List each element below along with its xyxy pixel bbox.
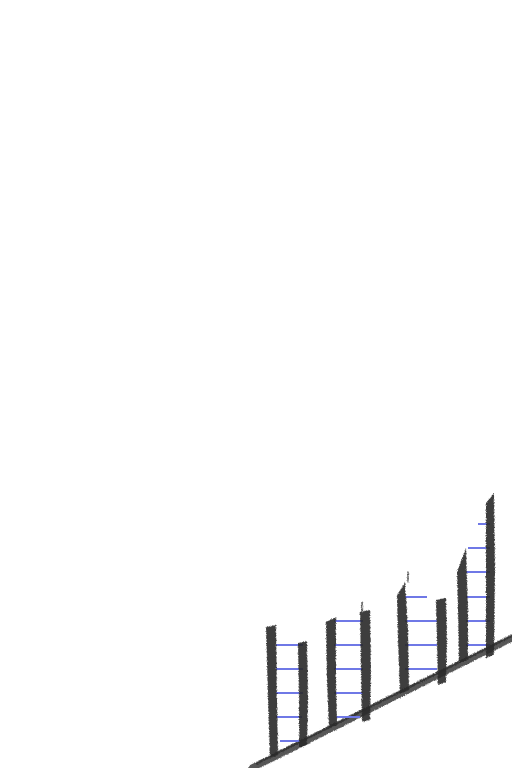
ladder-3-rails bbox=[397, 572, 447, 694]
ladder-2-right-rail bbox=[360, 610, 371, 722]
ladder-2-rails bbox=[326, 602, 371, 728]
ladder-1-rungs bbox=[276, 644, 303, 742]
ladder-1-right-rail bbox=[298, 641, 308, 748]
ladder-4-left-rail bbox=[457, 548, 468, 663]
ground-line bbox=[248, 634, 512, 768]
ladder-1 bbox=[266, 625, 308, 758]
ladder-1-left-rail bbox=[266, 625, 278, 758]
ladder-2-left-rail bbox=[326, 617, 337, 728]
ladder-3-left-rail bbox=[397, 582, 409, 694]
ladder-1-rails bbox=[266, 625, 308, 758]
ladder-2 bbox=[326, 602, 371, 728]
ladder-4-rails bbox=[457, 493, 495, 663]
ladder-3-right-rail bbox=[436, 598, 447, 685]
ladder-2-rungs bbox=[334, 620, 363, 718]
ladder-4-right-rail bbox=[486, 493, 495, 658]
ladder-3-rungs bbox=[405, 596, 437, 670]
ladder-4 bbox=[457, 493, 495, 663]
ladder-3 bbox=[397, 572, 447, 694]
